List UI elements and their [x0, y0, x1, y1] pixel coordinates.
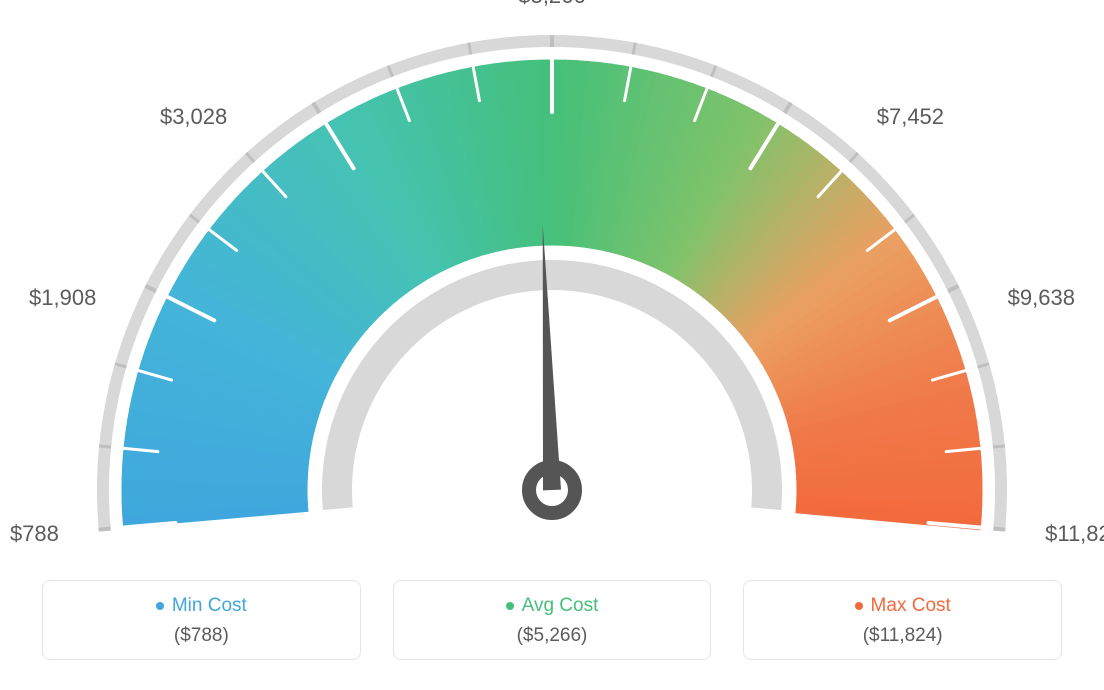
legend-row: Min Cost ($788) Avg Cost ($5,266) Max Co…: [42, 580, 1062, 660]
gauge-tick-label: $5,266: [507, 0, 597, 9]
legend-dot-avg: [506, 602, 514, 610]
legend-label-min: Min Cost: [172, 595, 247, 617]
legend-value-avg: ($5,266): [404, 625, 701, 647]
legend-label-max: Max Cost: [871, 595, 951, 617]
gauge-tick-label: $7,452: [877, 104, 944, 130]
gauge-tick-label: $3,028: [147, 104, 227, 130]
gauge-tick-label: $1,908: [16, 285, 96, 311]
gauge-tick-label: $11,824: [1045, 521, 1104, 547]
legend-label-avg: Avg Cost: [522, 595, 599, 617]
legend-dot-max: [855, 602, 863, 610]
legend-value-min: ($788): [53, 625, 350, 647]
gauge-svg: [0, 0, 1104, 560]
gauge-chart: $788 $1,908 $3,028 $5,266 $7,452 $9,638 $11,82…: [0, 0, 1104, 560]
legend-card-max: Max Cost ($11,824): [743, 580, 1062, 660]
legend-title-max: Max Cost: [855, 595, 951, 617]
legend-title-avg: Avg Cost: [506, 595, 599, 617]
gauge-tick-label: $9,638: [1008, 285, 1075, 311]
legend-title-min: Min Cost: [156, 595, 247, 617]
legend-card-avg: Avg Cost ($5,266): [393, 580, 712, 660]
gauge-tick-label: $788: [0, 521, 59, 547]
legend-card-min: Min Cost ($788): [42, 580, 361, 660]
legend-dot-min: [156, 602, 164, 610]
legend-value-max: ($11,824): [754, 625, 1051, 647]
